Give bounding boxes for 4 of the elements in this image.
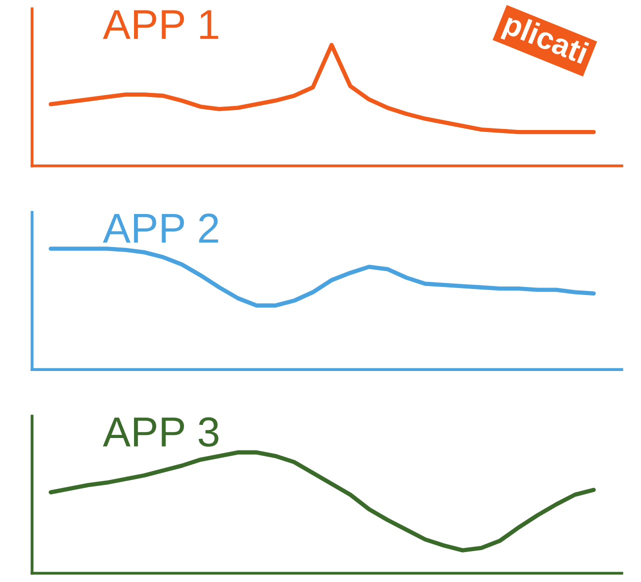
chart-title: APP 3 xyxy=(102,417,218,447)
chart-title: APP 1 xyxy=(102,10,218,39)
annotation: plicati xyxy=(500,12,590,70)
chart-title: APP 2 xyxy=(102,214,218,243)
